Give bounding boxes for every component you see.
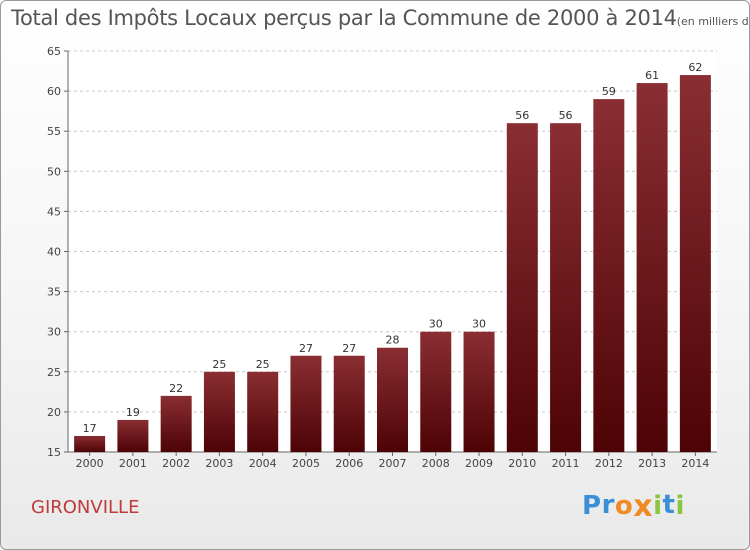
data-label-2003: 25 <box>212 358 226 371</box>
proxiti-logo: Proxiti <box>582 487 685 524</box>
data-label-2010: 56 <box>515 109 529 122</box>
bar-2006 <box>333 355 365 452</box>
logo-letter: t <box>662 490 676 520</box>
bar-2005 <box>290 355 322 452</box>
x-tick-label-2007: 2007 <box>379 457 407 470</box>
data-label-2007: 28 <box>386 334 400 347</box>
y-tick-label: 50 <box>47 165 61 178</box>
bar-2008 <box>420 331 452 452</box>
logo-letter: x <box>633 489 654 524</box>
x-tick-label-2001: 2001 <box>119 457 147 470</box>
data-label-2008: 30 <box>429 318 443 331</box>
y-tick-label: 30 <box>47 326 61 339</box>
bar-2007 <box>377 347 408 452</box>
logo-letter: o <box>614 491 634 521</box>
bar-2009 <box>463 331 495 452</box>
y-tick-label: 55 <box>47 125 61 138</box>
chart-title: Total des Impôts Locaux perçus par la Co… <box>11 6 677 30</box>
x-tick-label-2012: 2012 <box>595 457 623 470</box>
y-tick-label: 40 <box>47 246 61 259</box>
y-tick-label: 20 <box>47 406 61 419</box>
data-label-2001: 19 <box>126 406 140 419</box>
data-label-2000: 17 <box>83 422 97 435</box>
data-label-2011: 56 <box>559 109 573 122</box>
y-tick-label: 60 <box>47 85 61 98</box>
y-tick-label: 45 <box>47 205 61 218</box>
x-tick-label-2002: 2002 <box>162 457 190 470</box>
bar-2012 <box>593 99 625 453</box>
data-label-2014: 62 <box>688 61 702 74</box>
y-tick-label: 15 <box>47 446 61 459</box>
data-label-2012: 59 <box>602 85 616 98</box>
bar-2010 <box>506 123 538 453</box>
bar-2001 <box>117 419 149 452</box>
bar-2013 <box>636 83 668 452</box>
logo-letter: i <box>675 491 685 521</box>
data-label-2004: 25 <box>256 358 270 371</box>
x-tick-label-2010: 2010 <box>508 457 536 470</box>
data-label-2006: 27 <box>342 342 356 355</box>
data-label-2005: 27 <box>299 342 313 355</box>
x-tick-label-2009: 2009 <box>465 457 493 470</box>
y-tick-label: 25 <box>47 366 61 379</box>
x-tick-label-2003: 2003 <box>205 457 233 470</box>
commune-name: GIRONVILLE <box>31 497 140 518</box>
bar-2004 <box>247 371 279 452</box>
bar-2014 <box>679 75 711 452</box>
bar-2011 <box>550 123 582 453</box>
bar-2000 <box>74 435 106 452</box>
bar-2002 <box>160 395 192 452</box>
x-tick-label-2014: 2014 <box>681 457 709 470</box>
bar-2003 <box>203 371 235 452</box>
logo-letter: P <box>582 491 602 521</box>
data-label-2002: 22 <box>169 382 183 395</box>
data-label-2009: 30 <box>472 318 486 331</box>
y-tick-label: 35 <box>47 286 61 299</box>
y-tick-label: 65 <box>47 45 61 58</box>
logo-letter: r <box>601 490 615 520</box>
x-tick-label-2008: 2008 <box>422 457 450 470</box>
x-tick-label-2005: 2005 <box>292 457 320 470</box>
x-tick-label-2013: 2013 <box>638 457 666 470</box>
x-tick-label-2011: 2011 <box>552 457 580 470</box>
x-tick-label-2004: 2004 <box>249 457 277 470</box>
x-tick-label-2000: 2000 <box>76 457 104 470</box>
logo-letter: i <box>653 491 663 521</box>
chart-title-block: Total des Impôts Locaux perçus par la Co… <box>11 6 749 30</box>
data-label-2013: 61 <box>645 69 659 82</box>
x-tick-label-2006: 2006 <box>335 457 363 470</box>
chart-unit-note: (en milliers d'€) <box>676 15 749 28</box>
